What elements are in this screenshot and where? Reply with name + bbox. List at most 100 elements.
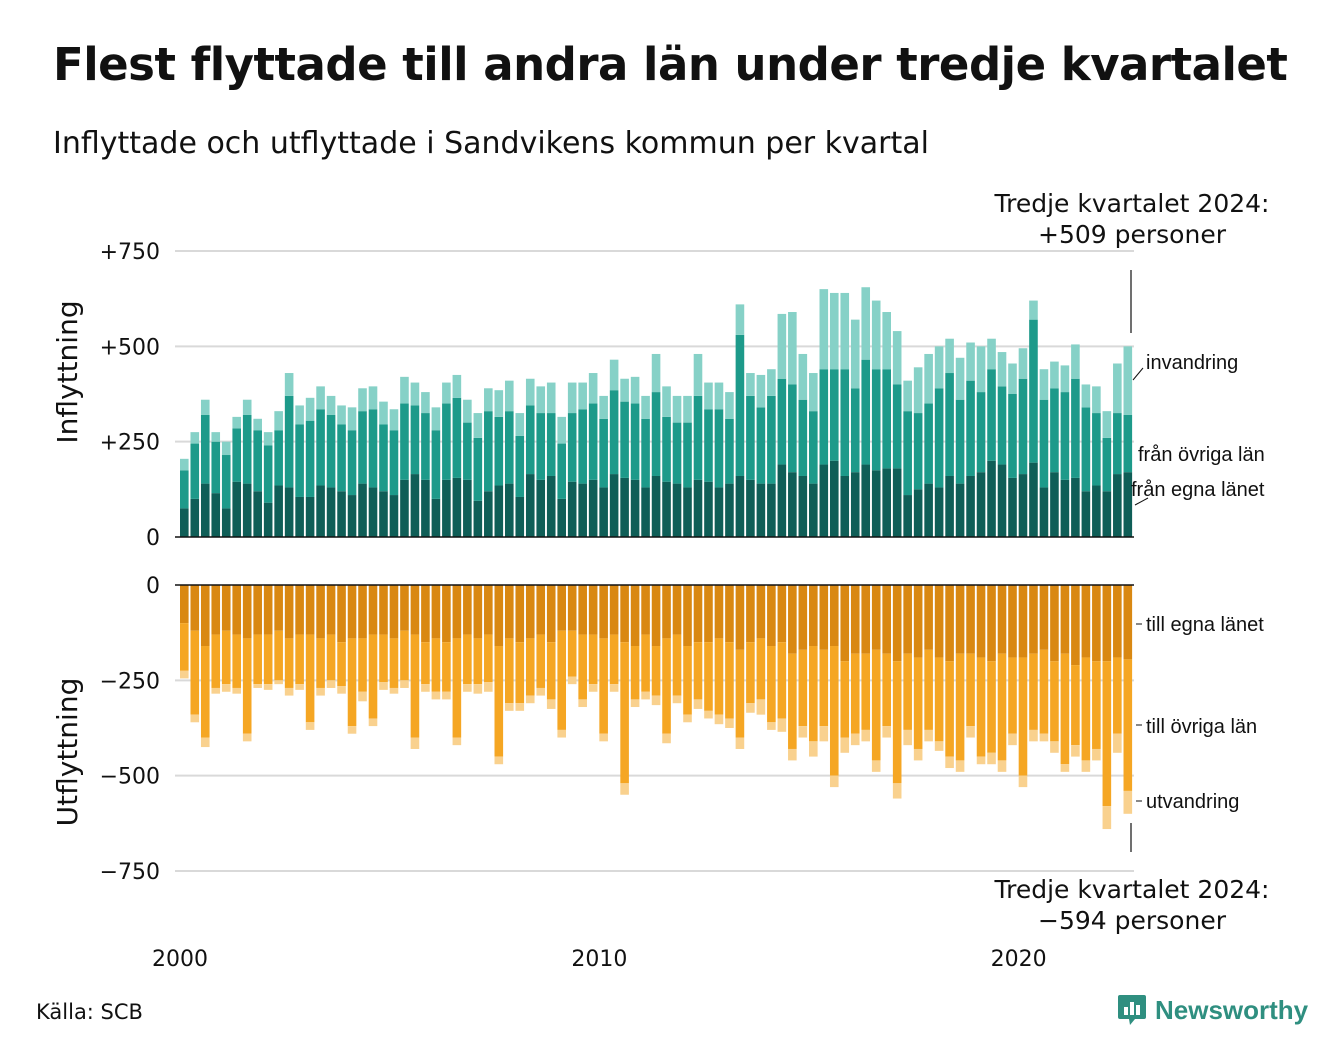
- bar-outflow: [756, 638, 766, 700]
- bar-outflow: [903, 653, 912, 730]
- bar-inflow: [714, 409, 724, 488]
- bar-outflow: [211, 687, 221, 694]
- bar-outflow: [725, 585, 734, 643]
- bar-inflow: [746, 395, 755, 480]
- bar-inflow: [683, 395, 692, 423]
- bar-outflow: [284, 687, 294, 696]
- bar-outflow: [767, 722, 776, 730]
- bar-outflow: [274, 585, 283, 631]
- bar-outflow: [641, 585, 650, 635]
- bar-inflow: [913, 367, 923, 414]
- bar-inflow: [347, 430, 357, 496]
- bar-outflow: [274, 680, 283, 685]
- bar-inflow: [620, 477, 629, 537]
- bar-inflow: [1060, 479, 1070, 537]
- series-label-utvandring: utvandring: [1146, 791, 1239, 813]
- bar-inflow: [976, 346, 986, 393]
- bar-inflow: [777, 378, 787, 465]
- bar-inflow: [798, 353, 808, 400]
- bar-outflow: [913, 657, 923, 749]
- newsworthy-logo-icon: [1118, 995, 1146, 1025]
- bar-inflow: [1081, 384, 1091, 408]
- bar-outflow: [1071, 585, 1080, 666]
- bar-inflow: [442, 479, 451, 537]
- bar-inflow: [829, 460, 839, 537]
- bar-outflow: [1113, 657, 1122, 734]
- bar-inflow: [578, 409, 587, 484]
- bar-outflow: [400, 630, 409, 681]
- bar-inflow: [316, 409, 325, 486]
- bar-inflow: [746, 373, 755, 396]
- bar-inflow: [536, 479, 546, 537]
- bar-outflow: [263, 634, 273, 685]
- bar-outflow: [1060, 764, 1070, 772]
- bar-inflow: [284, 373, 294, 396]
- annotation-outflow-line2: −594 personer: [1038, 906, 1227, 935]
- bar-inflow: [442, 382, 451, 404]
- bar-inflow: [924, 403, 933, 484]
- bar-outflow: [368, 634, 378, 719]
- bar-outflow: [588, 585, 598, 635]
- bar-outflow: [389, 585, 399, 639]
- bar-inflow: [840, 475, 850, 537]
- bar-outflow: [1071, 745, 1080, 757]
- label-tick-invandring: [1132, 367, 1144, 381]
- bar-outflow: [767, 646, 776, 723]
- bar-inflow: [263, 502, 273, 537]
- bar-outflow: [389, 638, 399, 688]
- bar-inflow: [368, 409, 378, 488]
- bar-inflow: [1050, 361, 1059, 389]
- bar-outflow: [358, 638, 367, 692]
- bar-outflow: [693, 642, 703, 700]
- bar-outflow: [484, 682, 493, 692]
- bar-outflow: [504, 703, 514, 711]
- bar-inflow: [1081, 407, 1091, 492]
- bar-inflow: [777, 464, 787, 537]
- bar-outflow: [442, 691, 451, 700]
- bar-outflow: [295, 634, 304, 685]
- bar-inflow: [976, 472, 986, 537]
- bar-inflow: [725, 418, 734, 484]
- bar-outflow: [609, 585, 619, 635]
- bar-outflow: [557, 729, 567, 738]
- bar-outflow: [850, 733, 860, 746]
- bar-outflow: [421, 642, 430, 685]
- bar-outflow: [1008, 733, 1017, 746]
- bar-inflow: [630, 479, 640, 537]
- bar-outflow: [494, 756, 504, 765]
- bar-outflow: [337, 686, 346, 694]
- bar-outflow: [630, 585, 640, 647]
- bar-outflow: [263, 585, 273, 635]
- axes: 0 +250 +500 +750 0 −250 −500 −750 2000 2010 2020: [100, 240, 1134, 972]
- bar-inflow: [767, 395, 776, 484]
- bar-inflow: [190, 432, 200, 444]
- bar-inflow: [400, 403, 409, 480]
- bar-outflow: [221, 630, 231, 685]
- bar-inflow: [1123, 472, 1133, 537]
- bar-inflow: [756, 374, 766, 408]
- bar-outflow: [232, 634, 242, 688]
- bar-outflow: [788, 748, 797, 761]
- bar-outflow: [987, 661, 996, 753]
- bar-inflow: [232, 481, 242, 537]
- bar-outflow: [211, 634, 221, 688]
- bar-inflow: [567, 481, 577, 537]
- bar-outflow: [1071, 665, 1080, 746]
- bar-inflow: [463, 422, 472, 480]
- bar-outflow: [400, 585, 409, 631]
- bar-inflow: [976, 392, 986, 473]
- bar-outflow: [620, 642, 629, 784]
- annotation-inflow-line2: +509 personer: [1038, 220, 1227, 249]
- bar-outflow: [504, 638, 514, 704]
- bar-inflow: [473, 413, 483, 438]
- bar-outflow: [284, 638, 294, 688]
- newsworthy-logo[interactable]: Newsworthy: [1117, 993, 1308, 1027]
- bar-outflow: [735, 585, 745, 650]
- bar-inflow: [850, 319, 860, 389]
- bar-inflow: [756, 407, 766, 484]
- bar-outflow: [1008, 657, 1017, 734]
- bar-outflow: [410, 634, 420, 738]
- bar-outflow: [934, 585, 944, 658]
- bar-inflow: [221, 455, 231, 509]
- bar-inflow: [1092, 386, 1101, 414]
